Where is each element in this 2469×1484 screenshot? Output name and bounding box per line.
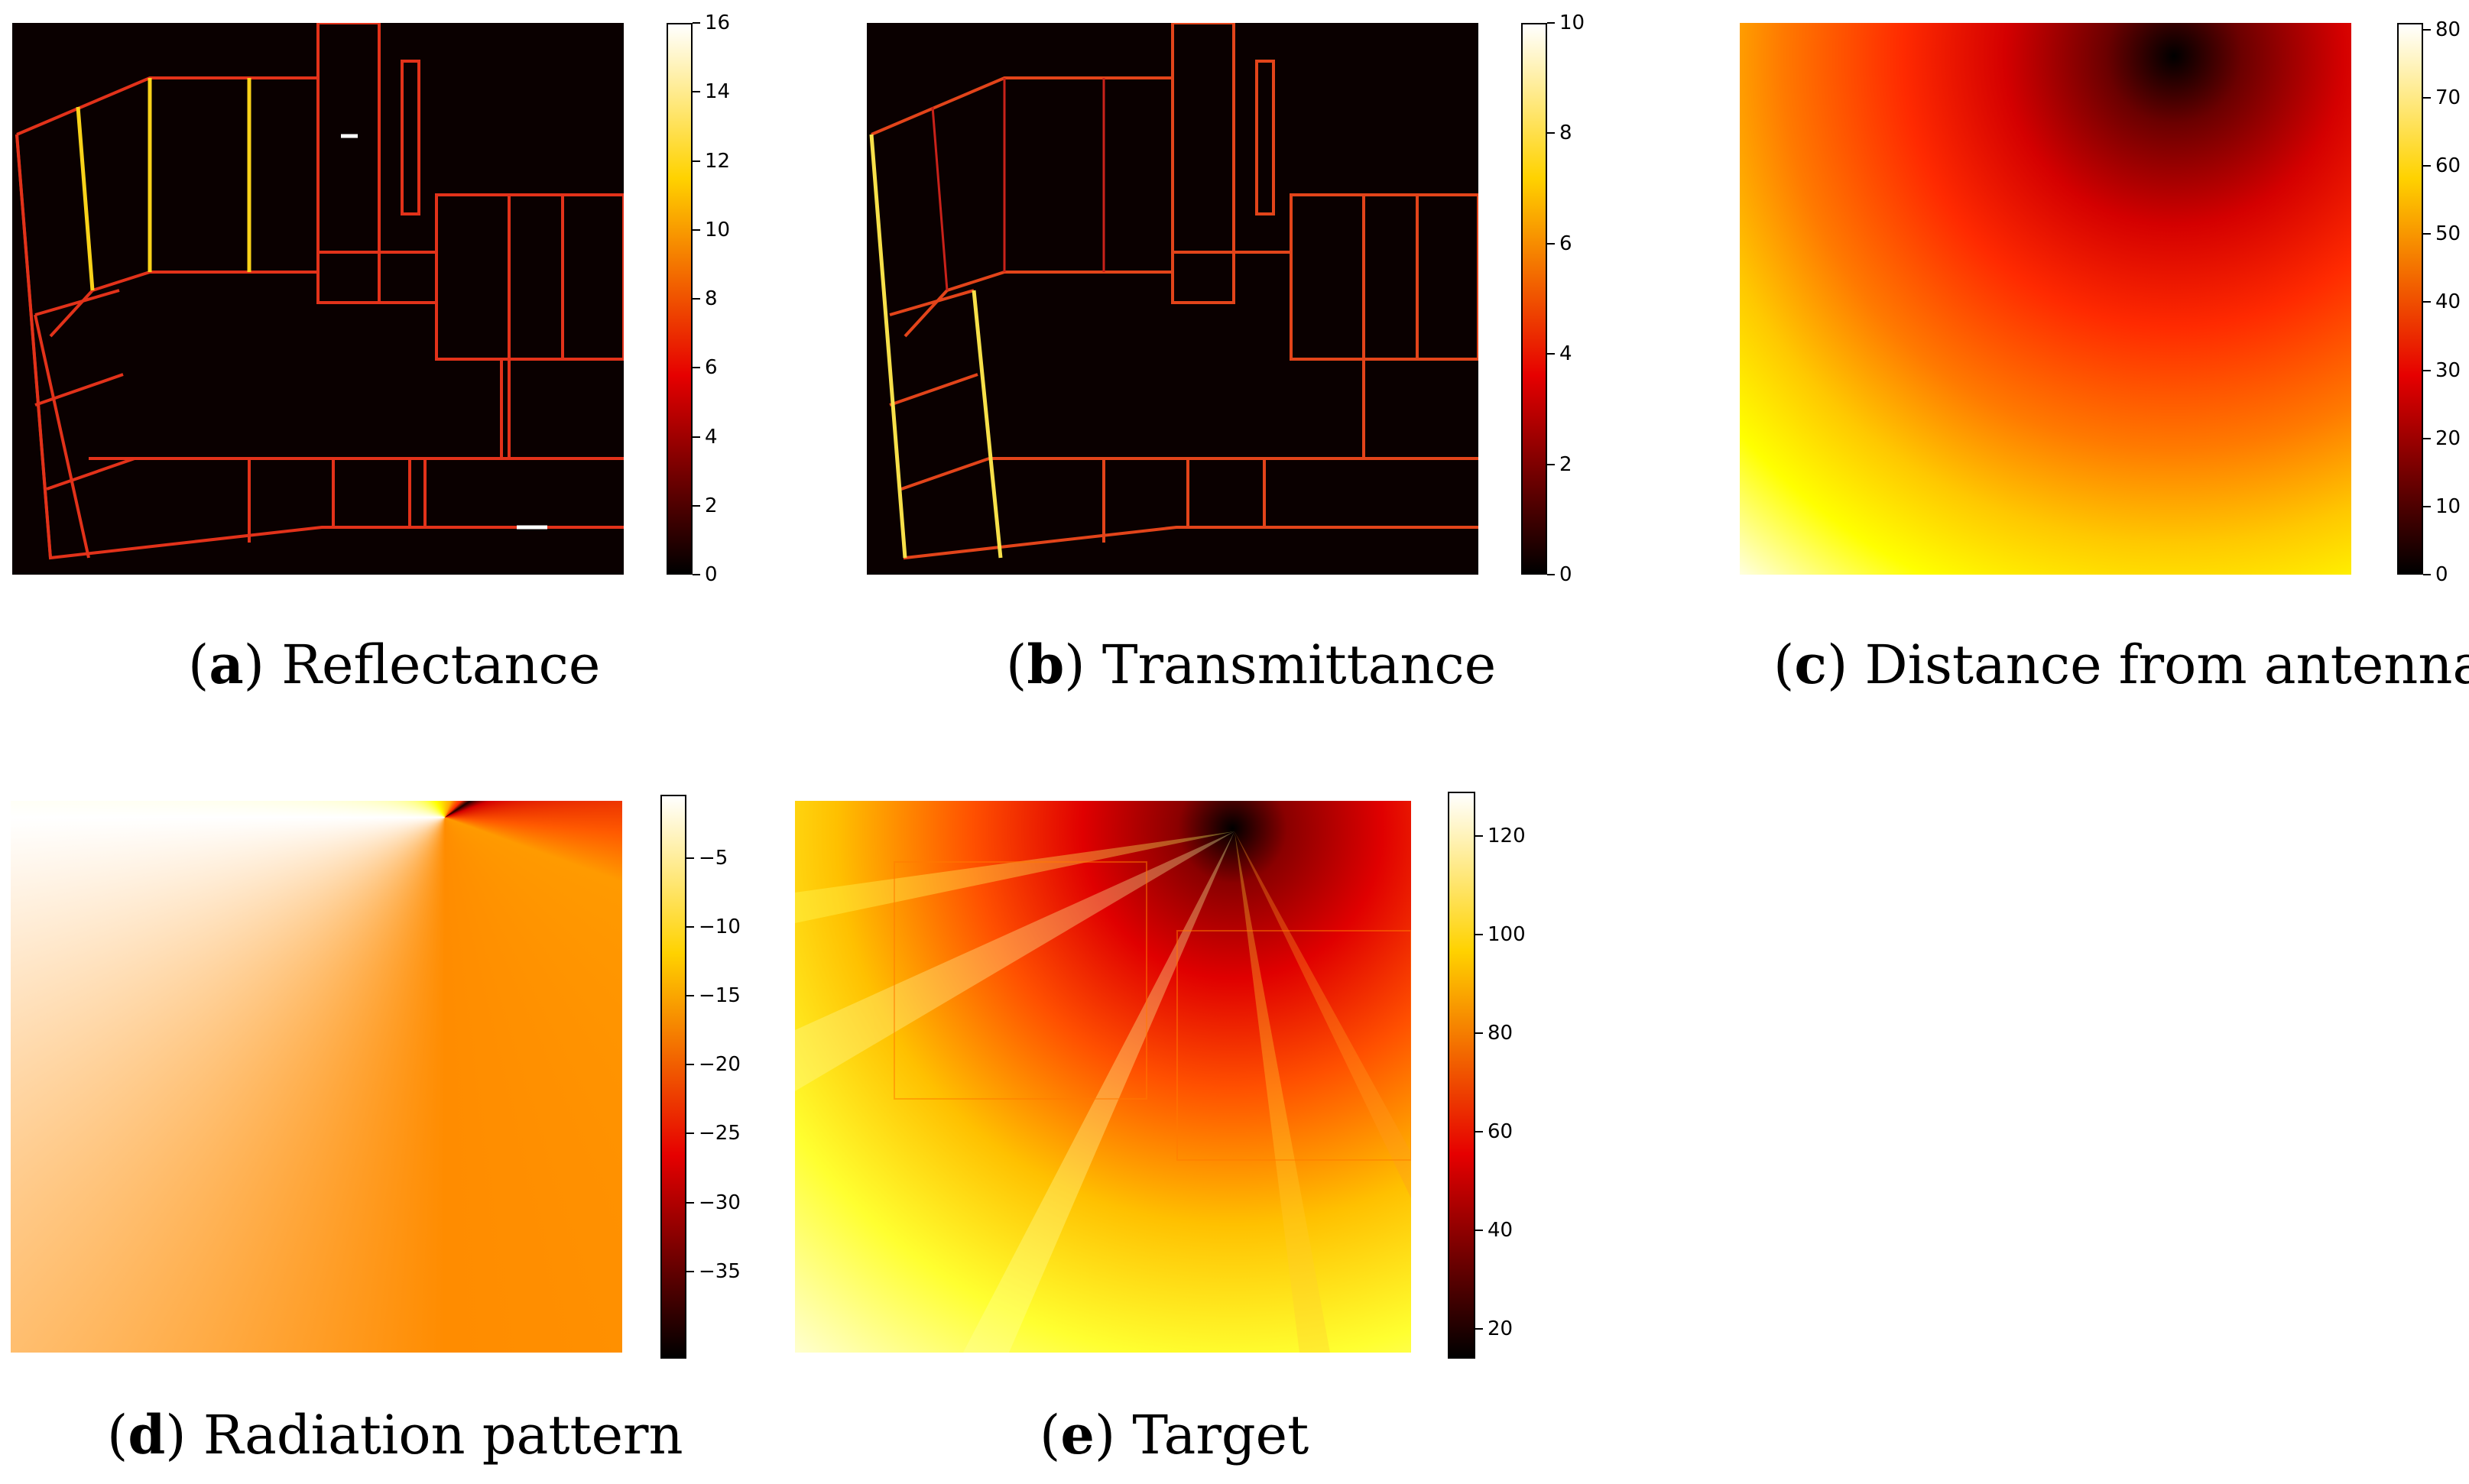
colorbar-tick-mark	[686, 1270, 694, 1272]
colorbar-tick-mark	[693, 22, 700, 24]
colorbar-tick-label: 120	[1488, 824, 1526, 847]
transmittance-caption: (b) Transmittance	[1006, 633, 1497, 696]
colorbar-tick-mark	[2423, 301, 2431, 303]
colorbar-tick-mark	[686, 1063, 694, 1065]
radiation-colorbar	[660, 795, 686, 1359]
colorbar-tick-mark	[686, 857, 694, 859]
colorbar-tick-mark	[1475, 1032, 1483, 1035]
colorbar-tick-label: 0	[2435, 563, 2448, 586]
colorbar-tick-mark	[693, 298, 700, 300]
colorbar-tick-label: −10	[699, 915, 741, 938]
colorbar-tick-label: 30	[2435, 358, 2461, 382]
colorbar-tick-mark	[686, 1132, 694, 1134]
colorbar-tick-label: 80	[1488, 1022, 1514, 1045]
colorbar-tick-label: 4	[1559, 342, 1572, 366]
colorbar-tick-label: 2	[705, 494, 718, 517]
colorbar-tick-label: −20	[699, 1052, 741, 1076]
reflectance-colorbar	[667, 23, 693, 575]
reflectance-caption: (a) Reflectance	[188, 633, 601, 696]
colorbar-tick-label: 60	[1488, 1120, 1514, 1144]
target-colorbar	[1448, 792, 1475, 1359]
colorbar-tick-mark	[693, 504, 700, 507]
colorbar-tick-label: 10	[2435, 494, 2461, 518]
colorbar-tick-label: −30	[699, 1191, 741, 1214]
colorbar-tick-mark	[2423, 369, 2431, 371]
colorbar-tick-mark	[1547, 132, 1555, 134]
colorbar-tick-mark	[686, 1201, 694, 1204]
colorbar-tick-label: −5	[699, 846, 728, 870]
colorbar-tick-label: 0	[1559, 563, 1572, 586]
colorbar-tick-label: 10	[705, 218, 731, 241]
radiation-map	[11, 801, 622, 1353]
colorbar-tick-label: −15	[699, 983, 741, 1007]
colorbar-tick-mark	[693, 160, 700, 162]
colorbar-tick-mark	[1547, 463, 1555, 465]
colorbar-tick-mark	[2423, 28, 2431, 31]
colorbar-tick-mark	[1475, 1131, 1483, 1133]
colorbar-tick-mark	[1547, 22, 1555, 24]
colorbar-tick-mark	[1475, 834, 1483, 837]
colorbar-tick-mark	[1547, 574, 1555, 575]
transmittance-colorbar	[1521, 23, 1547, 575]
colorbar-tick-label: 20	[2435, 426, 2461, 450]
transmittance-map	[867, 23, 1478, 575]
target-caption: (e) Target	[1040, 1403, 1309, 1466]
colorbar-tick-mark	[693, 436, 700, 438]
colorbar-tick-mark	[1475, 933, 1483, 935]
reflectance-map	[12, 23, 624, 575]
colorbar-tick-label: 4	[705, 425, 718, 449]
colorbar-tick-mark	[686, 925, 694, 928]
colorbar-tick-mark	[1475, 1230, 1483, 1232]
target-map	[795, 801, 1411, 1353]
colorbar-tick-label: 8	[1559, 122, 1572, 145]
colorbar-tick-label: 8	[705, 287, 718, 310]
colorbar-tick-mark	[2423, 233, 2431, 235]
colorbar-tick-label: −35	[699, 1259, 741, 1283]
colorbar-tick-mark	[1547, 242, 1555, 245]
colorbar-tick-label: 16	[705, 11, 731, 34]
colorbar-tick-label: 10	[1559, 11, 1585, 34]
colorbar-tick-mark	[2423, 97, 2431, 99]
colorbar-tick-mark	[1547, 353, 1555, 355]
colorbar-tick-mark	[2423, 505, 2431, 507]
colorbar-tick-mark	[693, 574, 700, 575]
colorbar-tick-label: 6	[705, 356, 718, 380]
colorbar-tick-mark	[693, 91, 700, 93]
colorbar-tick-mark	[693, 228, 700, 231]
colorbar-tick-mark	[2423, 437, 2431, 439]
colorbar-tick-label: 20	[1488, 1317, 1514, 1341]
colorbar-tick-label: 14	[705, 80, 731, 104]
colorbar-tick-label: 0	[705, 563, 718, 586]
colorbar-tick-label: −25	[699, 1121, 741, 1145]
radiation-caption: (d) Radiation pattern	[107, 1403, 683, 1466]
colorbar-tick-label: 60	[2435, 154, 2461, 178]
distance-map	[1740, 23, 2351, 575]
distance-caption: (c) Distance from antenna	[1773, 633, 2469, 696]
colorbar-tick-label: 80	[2435, 18, 2461, 41]
colorbar-tick-mark	[2423, 574, 2431, 575]
colorbar-tick-mark	[1475, 1328, 1483, 1330]
colorbar-tick-mark	[686, 994, 694, 996]
colorbar-tick-label: 70	[2435, 86, 2461, 110]
colorbar-tick-label: 12	[705, 149, 731, 173]
colorbar-tick-label: 50	[2435, 222, 2461, 246]
colorbar-tick-label: 2	[1559, 452, 1572, 476]
colorbar-tick-label: 6	[1559, 232, 1572, 255]
colorbar-tick-label: 100	[1488, 922, 1526, 946]
colorbar-tick-label: 40	[2435, 290, 2461, 314]
colorbar-tick-mark	[693, 367, 700, 369]
colorbar-tick-label: 40	[1488, 1219, 1514, 1243]
colorbar-tick-mark	[2423, 165, 2431, 167]
distance-colorbar	[2397, 23, 2423, 575]
